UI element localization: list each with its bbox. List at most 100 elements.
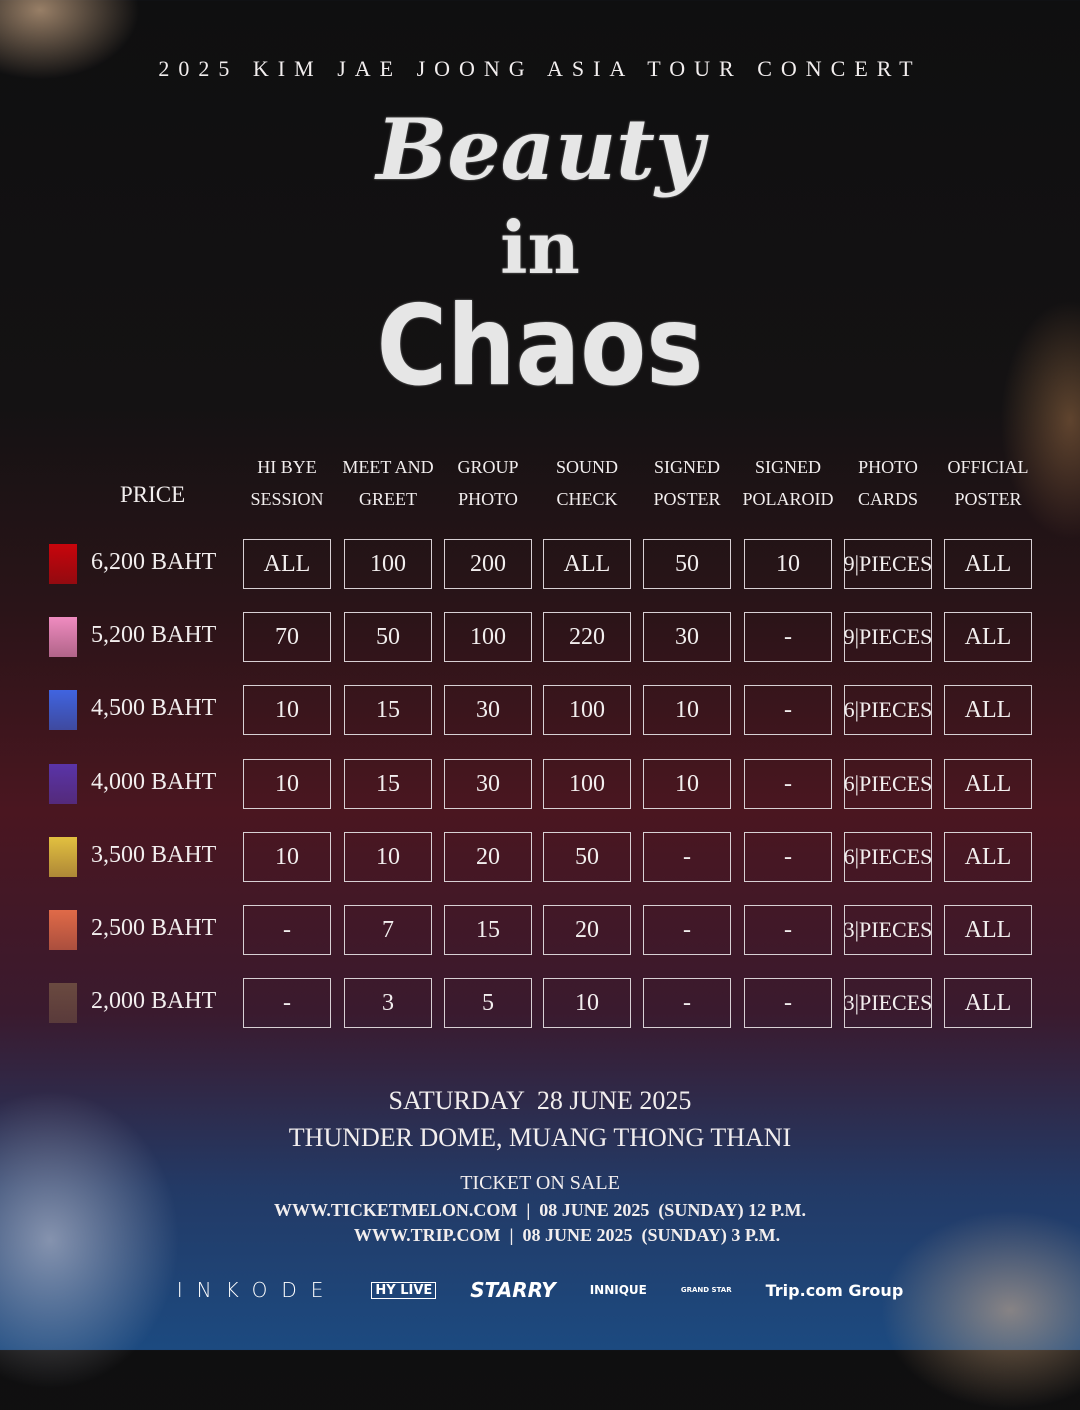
table-cell: ALL [944,758,1032,809]
table-cell: 6|PIECES [843,758,933,809]
table-cell: - [744,978,832,1029]
tier-price: 4,500 BAHT [91,695,217,722]
logo-title-in: in [500,205,580,290]
table-cell: 10 [344,831,432,882]
table-cell: 50 [344,612,432,663]
column-header-line2: CARDS [857,489,919,509]
table-cell: - [643,905,731,955]
table-cell: - [744,831,832,882]
table-cell: ALL [543,539,631,589]
column-header: SIGNED POLAROID [733,451,843,515]
sale-line-ticketmelon: WWW.TICKETMELON.COM | 08 JUNE 2025 (SUND… [273,1200,806,1220]
table-cell: 20 [543,905,631,955]
tier-color-swatch [49,983,77,1024]
table-cell: 10 [643,685,731,736]
column-header-line2: POSTER [954,489,1022,509]
column-header-line1: GROUP [457,457,519,477]
tier-price: 2,000 BAHT [91,988,217,1015]
tier-color-swatch [49,690,77,731]
table-cell: 3|PIECES [844,978,932,1029]
table-cell: 10 [643,758,731,809]
table-cell: 9|PIECES [844,539,932,589]
column-header-line1: SIGNED [654,457,720,477]
event-date: SATURDAY 28 JUNE 2025 [388,1086,692,1115]
logo-inkode: INKODE [176,1278,338,1302]
table-cell: 9|PIECES [843,612,933,663]
table-cell: 220 [543,612,631,663]
table-cell: 10 [243,758,331,809]
column-header-line1: HI BYE [257,457,317,477]
table-cell: 30 [444,685,532,736]
column-header: PHOTO CARDS [833,451,943,515]
cell-photo-card-count: 6|PIECES [843,770,933,796]
tour-title: 2025 KIM JAE JOONG ASIA TOUR CONCERT [158,56,922,81]
logo-tripcom: Trip.com Group [765,1280,904,1300]
table-cell: ALL [944,905,1032,955]
table-cell: - [243,978,331,1029]
table-cell: ALL [944,831,1032,882]
tier-price: 6,200 BAHT [91,549,217,575]
tier-price: 4,000 BAHT [91,768,217,795]
logo-grandstar: GRAND STAR [680,1286,732,1294]
table-cell: 10 [243,685,331,736]
cell-photo-card-count: 9|PIECES [843,624,933,650]
tier-color-swatch [49,910,77,950]
tier-color-swatch [49,836,77,877]
table-cell: - [243,905,331,955]
column-header-line2: POSTER [653,489,721,509]
table-cell: - [643,978,731,1029]
table-cell: 10 [543,978,631,1029]
column-header: SIGNED POSTER [632,451,742,515]
table-cell: 10 [744,539,832,589]
column-header-line1: PHOTO [858,457,918,477]
table-cell: 10 [243,831,331,882]
table-cell: ALL [243,539,331,589]
tier-color-swatch [49,544,77,584]
logo-starry: STARRY [470,1278,556,1302]
column-header-line2: PHOTO [458,489,518,509]
tier-color-swatch [49,617,77,658]
table-cell: - [744,685,832,736]
column-header-line2: POLAROID [742,489,834,509]
table-cell: - [744,905,832,955]
table-cell: 100 [543,685,631,736]
logo-innique: INNIQUE [589,1283,647,1297]
column-header-line1: MEET AND [342,457,434,477]
price-header: PRICE [120,482,186,507]
sale-line-trip: WWW.TRIP.COM | 08 JUNE 2025 (SUNDAY) 3 P… [353,1225,781,1245]
table-cell: ALL [944,978,1032,1029]
table-cell: - [643,831,731,882]
cell-photo-card-count: 9|PIECES [843,551,933,576]
table-cell: - [744,612,832,663]
table-cell: 15 [344,685,432,736]
table-cell: 15 [444,905,532,955]
tier-price: 3,500 BAHT [91,841,217,868]
logo-title-beauty: Beauty [376,100,704,199]
sponsor-logos: INKODE HY LIVE STARRY INNIQUE GRAND STAR… [0,1278,1080,1302]
table-cell: 6|PIECES [843,831,933,882]
table-cell: 100 [344,539,432,589]
logo-title-chaos: Chaos [376,281,704,411]
tier-price: 2,500 BAHT [91,915,217,941]
table-cell: 50 [643,539,731,589]
table-cell: 20 [444,831,532,882]
column-header-line2: SESSION [250,489,324,509]
tier-price: 5,200 BAHT [91,622,217,649]
table-cell: 50 [543,831,631,882]
table-cell: 6|PIECES [844,685,932,736]
column-header: SOUND CHECK [532,451,642,515]
table-cell: 7 [344,905,432,955]
column-header: GROUP PHOTO [433,451,543,515]
cell-photo-card-count: 3|PIECES [843,917,933,942]
table-cell: 100 [543,758,631,809]
column-header-line2: GREET [359,489,417,509]
cell-photo-card-count: 6|PIECES [843,843,933,869]
column-header-line1: SOUND [555,457,618,477]
column-header-line2: CHECK [556,489,618,509]
table-cell: ALL [944,612,1032,663]
table-cell: ALL [944,539,1032,589]
table-cell: 15 [344,758,432,809]
table-cell: 5 [444,978,532,1029]
column-header: OFFICIAL POSTER [933,451,1043,515]
sale-heading: TICKET ON SALE [460,1172,620,1194]
